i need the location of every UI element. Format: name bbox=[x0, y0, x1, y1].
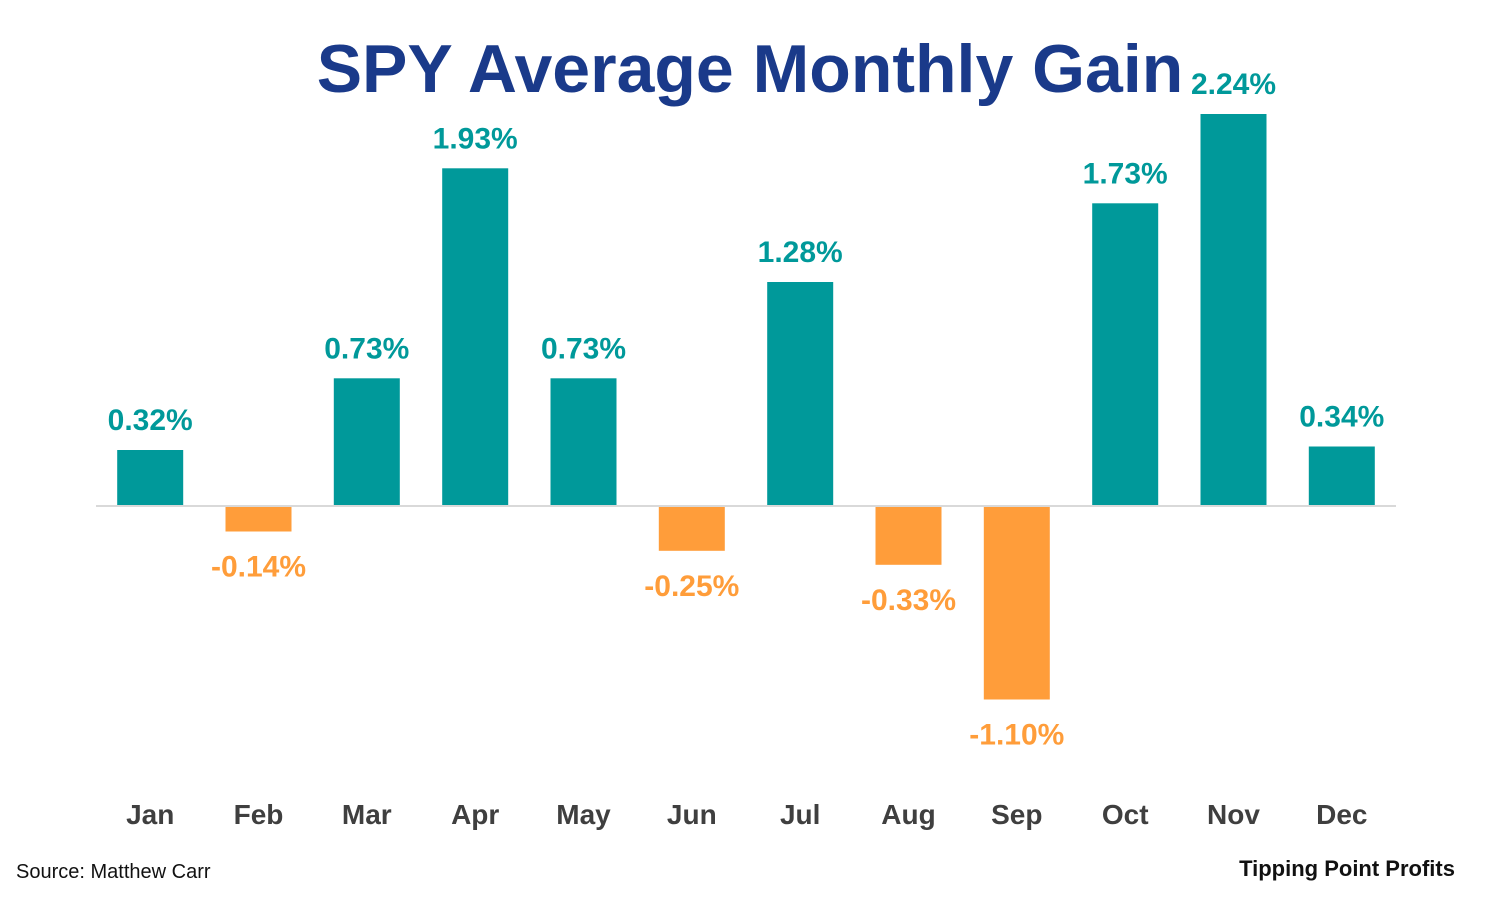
data-label-mar: 0.73% bbox=[324, 332, 409, 365]
bar-nov bbox=[1200, 114, 1267, 506]
bar-jan bbox=[117, 450, 184, 506]
data-label-feb: -0.14% bbox=[211, 551, 306, 584]
x-axis-tick-labels: Jan Feb Mar Apr May Jun Jul Aug Sep Oct Nov Dec bbox=[126, 799, 1367, 830]
brand-logo-text: Tipping Point Profits bbox=[1239, 856, 1455, 881]
data-label-jan: 0.32% bbox=[108, 404, 193, 437]
data-labels-layer: 0.32% -0.14% 0.73% 1.93% 0.73% -0.25% 1.28% -0.… bbox=[108, 68, 1385, 752]
data-label-jul: 1.28% bbox=[758, 236, 843, 269]
bar-feb bbox=[225, 507, 292, 532]
x-tick-label-aug: Aug bbox=[881, 799, 935, 830]
x-tick-label-jan: Jan bbox=[126, 799, 174, 830]
bar-sep bbox=[983, 507, 1050, 700]
bar-oct bbox=[1092, 203, 1159, 507]
bar-apr bbox=[442, 168, 509, 507]
data-label-nov: 2.24% bbox=[1191, 68, 1276, 101]
x-tick-label-mar: Mar bbox=[342, 799, 392, 830]
x-tick-label-oct: Oct bbox=[1102, 799, 1149, 830]
source-note: Source: Matthew Carr bbox=[16, 861, 211, 883]
bar-aug bbox=[875, 507, 942, 565]
x-tick-label-feb: Feb bbox=[234, 799, 284, 830]
data-label-aug: -0.33% bbox=[861, 584, 956, 617]
x-tick-label-may: May bbox=[556, 799, 611, 830]
bars-layer bbox=[117, 114, 1375, 700]
chart-title: SPY Average Monthly Gain bbox=[317, 31, 1184, 107]
data-label-oct: 1.73% bbox=[1083, 157, 1168, 190]
x-tick-label-jul: Jul bbox=[780, 799, 820, 830]
data-label-apr: 1.93% bbox=[433, 122, 518, 155]
data-label-may: 0.73% bbox=[541, 332, 626, 365]
bar-dec bbox=[1308, 446, 1375, 506]
data-label-sep: -1.10% bbox=[969, 719, 1064, 752]
x-tick-label-nov: Nov bbox=[1207, 799, 1260, 830]
x-tick-label-sep: Sep bbox=[991, 799, 1042, 830]
data-label-dec: 0.34% bbox=[1299, 401, 1384, 434]
bar-may bbox=[550, 378, 617, 507]
bar-jul bbox=[767, 282, 834, 506]
x-tick-label-jun: Jun bbox=[667, 799, 717, 830]
data-label-jun: -0.25% bbox=[644, 570, 739, 603]
x-tick-label-dec: Dec bbox=[1316, 799, 1367, 830]
bar-mar bbox=[333, 378, 400, 507]
x-tick-label-apr: Apr bbox=[451, 799, 499, 830]
bar-jun bbox=[658, 507, 725, 551]
